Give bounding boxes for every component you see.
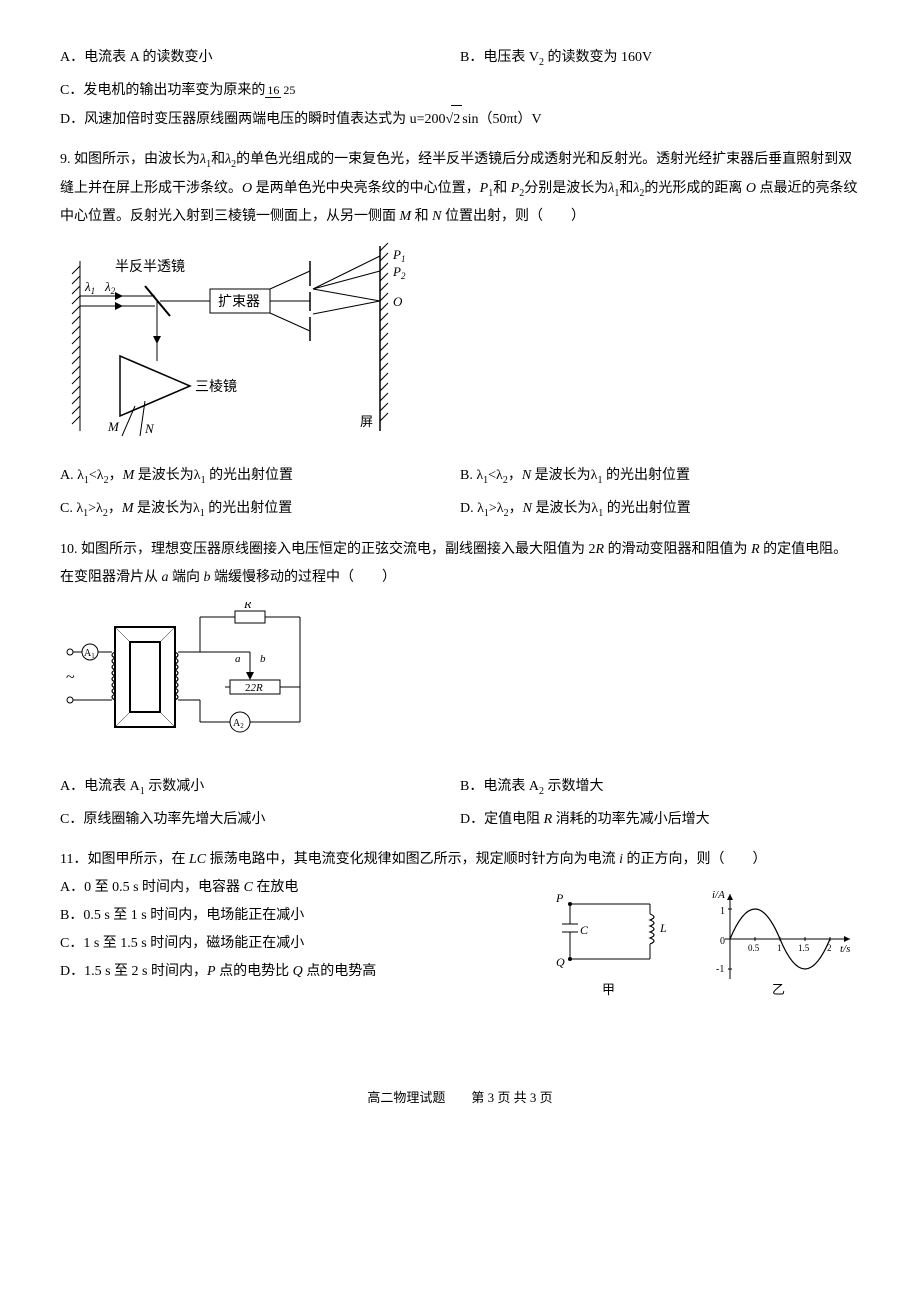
svg-text:~: ~ bbox=[66, 669, 75, 686]
q9-row-cd: C. λ1>λ2，M 是波长为λ1 的光出射位置 D. λ1>λ2，N 是波长为… bbox=[60, 495, 860, 524]
q8-opt-a: A．电流表 A 的读数变小 bbox=[60, 44, 460, 73]
svg-text:L: L bbox=[659, 921, 667, 935]
svg-text:半反半透镜: 半反半透镜 bbox=[115, 259, 185, 275]
svg-text:R: R bbox=[243, 602, 252, 611]
svg-text:2: 2 bbox=[827, 943, 832, 953]
svg-text:1.5: 1.5 bbox=[798, 943, 810, 953]
page-footer: 高二物理试题 第 3 页 共 3 页 bbox=[60, 1085, 860, 1111]
svg-text:M: M bbox=[107, 419, 120, 434]
svg-text:a: a bbox=[235, 653, 241, 665]
svg-text:甲: 甲 bbox=[602, 982, 615, 997]
q8-row-ab: A．电流表 A 的读数变小 B．电压表 V2 的读数变为 160V bbox=[60, 44, 860, 73]
svg-text:P: P bbox=[555, 891, 564, 905]
q9-stem: 9. 如图所示，由波长为λ1和λ2的单色光组成的一束复色光，经半反半透镜后分成透… bbox=[60, 146, 860, 232]
q10-figure: A1 ~ R 22R a b A2 bbox=[60, 602, 860, 763]
svg-text:λ2: λ2 bbox=[104, 279, 116, 296]
q11-opt-d: D．1.5 s 至 2 s 时间内，P 点的电势比 Q 点的电势高 bbox=[60, 958, 540, 986]
q11-opt-c: C．1 s 至 1.5 s 时间内，磁场能正在减小 bbox=[60, 930, 540, 958]
svg-text:乙: 乙 bbox=[772, 982, 785, 997]
svg-text:t/s: t/s bbox=[840, 943, 850, 955]
q10-opt-d: D．定值电阻 R 消耗的功率先减小后增大 bbox=[460, 806, 860, 834]
svg-text:1: 1 bbox=[720, 906, 725, 917]
svg-text:0.5: 0.5 bbox=[748, 943, 760, 953]
svg-text:P1: P1 bbox=[392, 247, 405, 264]
q10-opt-b: B．电流表 A2 示数增大 bbox=[460, 773, 860, 802]
q9-opt-a: A. λ1<λ2，M 是波长为λ1 的光出射位置 bbox=[60, 462, 460, 491]
svg-text:-1: -1 bbox=[716, 964, 724, 975]
svg-text:扩束器: 扩束器 bbox=[218, 294, 260, 310]
svg-text:C: C bbox=[580, 923, 589, 937]
svg-text:屏: 屏 bbox=[360, 414, 373, 429]
svg-text:P2: P2 bbox=[392, 264, 406, 281]
q9-row-ab: A. λ1<λ2，M 是波长为λ1 的光出射位置 B. λ1<λ2，N 是波长为… bbox=[60, 462, 860, 491]
q8-opt-b: B．电压表 V2 的读数变为 160V bbox=[460, 44, 860, 73]
svg-text:三棱镜: 三棱镜 bbox=[195, 379, 237, 395]
svg-text:λ1: λ1 bbox=[84, 279, 95, 296]
q11-figure: P Q C L 甲 i/A t/s 1 0 0.5 1 1.5 2 -1 乙 bbox=[540, 884, 860, 1025]
svg-text:Q: Q bbox=[556, 955, 565, 969]
q10-stem: 10. 如图所示，理想变压器原线圈接入电压恒定的正弦交流电，副线圈接入最大阻值为… bbox=[60, 536, 860, 592]
svg-text:O: O bbox=[393, 294, 403, 309]
q9-opt-b: B. λ1<λ2，N 是波长为λ1 的光出射位置 bbox=[460, 462, 860, 491]
q11-opt-b: B．0.5 s 至 1 s 时间内，电场能正在减小 bbox=[60, 902, 540, 930]
q11-opt-a: A．0 至 0.5 s 时间内，电容器 C 在放电 bbox=[60, 874, 540, 902]
q8-opt-d: D．风速加倍时变压器原线圈两端电压的瞬时值表达式为 u=200√2sin（50π… bbox=[60, 105, 860, 134]
q10-opt-a: A．电流表 A1 示数减小 bbox=[60, 773, 460, 802]
q9-opt-c: C. λ1>λ2，M 是波长为λ1 的光出射位置 bbox=[60, 495, 460, 524]
svg-text:22R: 22R bbox=[245, 682, 263, 694]
q10-row-ab: A．电流表 A1 示数减小 B．电流表 A2 示数增大 bbox=[60, 773, 860, 802]
q10-opt-c: C．原线圈输入功率先增大后减小 bbox=[60, 806, 460, 834]
q9-figure: λ1 λ2 半反半透镜 扩束器 P1 P2 O 屏 bbox=[60, 241, 860, 452]
svg-text:0: 0 bbox=[720, 936, 725, 947]
svg-text:i/A: i/A bbox=[712, 889, 725, 901]
q11-stem: 11．如图甲所示，在 LC 振荡电路中，其电流变化规律如图乙所示，规定顺时针方向… bbox=[60, 846, 860, 874]
q8-opt-c: C．发电机的输出功率变为原来的1625 bbox=[60, 77, 860, 105]
q9-opt-d: D. λ1>λ2，N 是波长为λ1 的光出射位置 bbox=[460, 495, 860, 524]
svg-text:N: N bbox=[144, 421, 155, 436]
q10-row-cd: C．原线圈输入功率先增大后减小 D．定值电阻 R 消耗的功率先减小后增大 bbox=[60, 806, 860, 834]
svg-text:b: b bbox=[260, 653, 266, 665]
svg-text:1: 1 bbox=[777, 943, 782, 953]
